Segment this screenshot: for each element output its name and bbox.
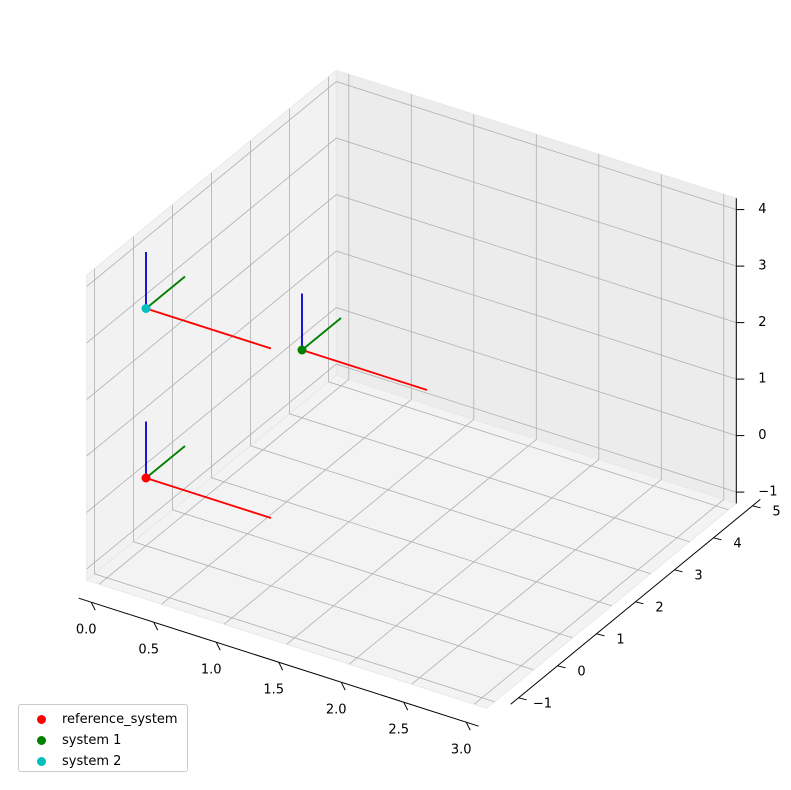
yaxis-tick-label: 3 [694, 568, 702, 583]
frame-y-axis [145, 445, 186, 479]
yaxis-tick [635, 601, 644, 605]
xaxis-tick [465, 721, 471, 731]
xaxis-tick [90, 601, 96, 611]
yaxis-tick [557, 665, 566, 669]
yaxis-tick-label: 1 [616, 632, 624, 647]
frame-1 [141, 421, 272, 519]
frame-3 [141, 252, 272, 350]
legend-label: system 1 [62, 733, 122, 748]
frame-2 [297, 293, 428, 391]
coordinate-frames [141, 252, 428, 519]
grid-line [94, 268, 495, 703]
legend-item-system-2: system 2 [29, 751, 187, 772]
xaxis-tick [153, 621, 159, 631]
xaxis-tick [340, 681, 346, 691]
xaxis-tick-label: 0.5 [138, 643, 159, 658]
origin-point [297, 345, 307, 355]
frame-x-axis [145, 307, 272, 350]
grid-line [86, 81, 737, 287]
grid-line [328, 76, 729, 511]
grid-line [86, 363, 737, 570]
zaxis-tick-label: 0 [758, 428, 766, 443]
legend-item-system-1: system 1 [29, 730, 187, 751]
zaxis-tick-label: 3 [758, 259, 766, 274]
grid-line [98, 74, 350, 585]
grid-line [172, 204, 573, 639]
legend: reference_system system 1 system 2 [18, 704, 188, 772]
yaxis-tick-label: 4 [733, 536, 741, 551]
grid-line [411, 174, 662, 685]
legend-item-reference-system: reference_system [29, 709, 187, 730]
yaxis-tick-label: 5 [772, 504, 780, 519]
legend-marker-system-1 [37, 736, 46, 745]
xaxis-tick [403, 701, 409, 711]
legend-label: system 2 [62, 754, 122, 769]
xaxis-tick-label: 3.0 [451, 743, 472, 758]
grid-line [86, 307, 737, 513]
xaxis-tick-label: 2.5 [388, 723, 409, 738]
frame-x-axis [301, 349, 428, 391]
grid-line [289, 108, 690, 543]
yaxis-tick [713, 537, 722, 541]
grid-line [133, 236, 534, 671]
grid-line [211, 172, 612, 607]
grid-line [86, 137, 737, 344]
grid-line [161, 94, 412, 605]
zaxis-tick-label: −1 [758, 485, 777, 500]
origin-point [141, 304, 151, 313]
zaxis-tick-label: 2 [758, 315, 766, 330]
yaxis-tick-label: 2 [655, 600, 663, 615]
z-axis: −1 0 1 2 3 4 [735, 198, 777, 504]
y-axis: −1 0 1 2 3 4 5 [510, 499, 781, 711]
grid-line [250, 140, 651, 575]
yaxis-tick-label: −1 [533, 696, 552, 711]
yaxis-tick [596, 633, 605, 637]
yaxis-tick [518, 697, 527, 701]
grid-line [473, 194, 725, 705]
xaxis-tick-label: 1.0 [201, 663, 222, 678]
origin-point [141, 473, 151, 483]
legend-marker-reference-system [37, 715, 46, 724]
legend-marker-system-2 [37, 757, 46, 766]
yaxis-tick [752, 505, 761, 509]
grid-lines [86, 74, 737, 705]
grid-line [86, 250, 737, 457]
yaxis-tick-label: 0 [577, 664, 585, 679]
xaxis-tick [278, 661, 284, 671]
xaxis-tick-label: 0.0 [76, 623, 97, 638]
frame-y-axis [301, 317, 342, 351]
zaxis-tick-label: 1 [758, 372, 766, 387]
grid-line [286, 134, 537, 645]
grid-line [348, 154, 600, 665]
xaxis-tick-label: 1.5 [263, 683, 284, 698]
yaxis-tick [674, 569, 683, 573]
legend-label: reference_system [62, 712, 178, 727]
xaxis-tick [215, 641, 221, 651]
x-axis: 0.0 0.5 1.0 1.5 2.0 2.5 3.0 [76, 597, 479, 758]
grid-line [223, 114, 475, 625]
frame-y-axis [145, 275, 186, 310]
xaxis-tick-label: 2.0 [326, 703, 347, 718]
frame-x-axis [145, 477, 272, 519]
grid-line [86, 194, 737, 400]
zaxis-tick-label: 4 [758, 202, 766, 217]
